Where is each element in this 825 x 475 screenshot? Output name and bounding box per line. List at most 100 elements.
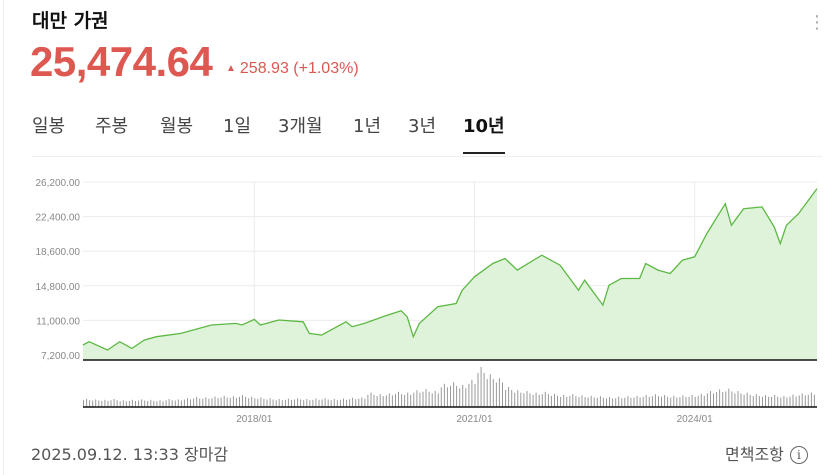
volume-bar (138, 400, 140, 407)
volume-bar (303, 400, 305, 407)
volume-bar (557, 395, 558, 407)
tab-3m[interactable]: 3개월 (278, 116, 323, 137)
volume-bar (768, 396, 770, 407)
disclaimer-link[interactable]: 면책조항 i (725, 441, 808, 465)
volume-bar (187, 398, 188, 407)
volume-bar (312, 399, 314, 407)
tab-3y[interactable]: 3년 (408, 116, 437, 137)
volume-bar (471, 379, 473, 407)
tab-monthly[interactable]: 월봉 (160, 116, 194, 137)
volume-bar (122, 400, 124, 407)
timestamp: 2025.09.12. 13:33 장마감 (31, 445, 229, 464)
volume-bar (395, 394, 396, 407)
period-tabs: 일봉 주봉 월봉 1일 3개월 1년 3년 10년 (0, 108, 825, 156)
volume-bar (602, 397, 604, 407)
x-tick-label: 2024/01 (677, 414, 714, 425)
volume-bar (752, 396, 754, 407)
y-tick-label: 7,200.00 (41, 351, 80, 362)
tab-weekly[interactable]: 주봉 (95, 116, 129, 137)
volume-bar (749, 394, 751, 407)
volume-bar (651, 396, 653, 407)
volume-bar (771, 396, 773, 407)
x-tick-label: 2018/01 (236, 414, 273, 425)
volume-bar (783, 395, 785, 407)
volume-bar (226, 397, 228, 407)
volume-bar (199, 398, 201, 407)
volume-bar (98, 400, 100, 407)
volume-bar (229, 397, 231, 407)
volume-bar (795, 396, 797, 407)
volume-bar (511, 390, 513, 407)
volume-bar (746, 392, 748, 407)
volume-bar (606, 398, 607, 407)
volume-bar (810, 392, 812, 407)
volume-bar (404, 394, 406, 407)
volume-bar (630, 397, 632, 407)
volume-bar (798, 395, 800, 407)
kebab-menu-icon[interactable]: ⋮ (808, 12, 825, 33)
volume-bar (162, 401, 164, 407)
volume-bar (416, 390, 418, 407)
volume-bar (609, 397, 610, 407)
volume-bar (266, 399, 268, 407)
volume-bar (731, 391, 733, 407)
volume-bar (104, 399, 106, 407)
volume-bar (349, 399, 351, 407)
tab-1d[interactable]: 1일 (223, 116, 252, 137)
disclaimer-label: 면책조항 (725, 445, 784, 464)
volume-bar (398, 391, 399, 407)
volume-bar (260, 397, 262, 407)
price-change: ▲ 258.93 (+1.03%) (226, 60, 359, 78)
info-icon: i (789, 446, 808, 464)
volume-bar (593, 397, 595, 407)
volume-bar (633, 397, 635, 407)
volume-bar (654, 394, 656, 407)
volume-bar (318, 399, 320, 407)
volume-bar (664, 395, 666, 407)
volume-bar (248, 398, 250, 407)
volume-bar (95, 399, 97, 407)
index-title: 대만 가권 (32, 10, 109, 32)
volume-bar (486, 379, 488, 407)
volume-bar (281, 400, 283, 407)
volume-bar (676, 397, 678, 407)
volume-bar (719, 389, 721, 407)
volume-bar (422, 391, 424, 407)
tab-1y[interactable]: 1년 (353, 116, 382, 137)
volume-bar (520, 392, 522, 407)
price-line (82, 188, 818, 351)
volume-bar (498, 378, 500, 407)
volume-bar (440, 387, 442, 407)
volume-bar (682, 395, 684, 407)
tab-daily[interactable]: 일봉 (32, 116, 66, 137)
volume-bar (428, 391, 430, 407)
tab-10y[interactable]: 10년 (463, 112, 505, 154)
volume-bar (153, 400, 155, 407)
y-tick-label: 22,400.00 (36, 213, 81, 224)
volume-bar (541, 394, 543, 407)
volume-bar (716, 392, 718, 407)
volume-bar (762, 396, 763, 407)
y-tick-label: 11,000.00 (36, 316, 80, 327)
volume-bar (119, 401, 121, 407)
volume-bar (443, 383, 445, 407)
volume-bar (327, 399, 329, 407)
volume-bar (758, 396, 760, 407)
volume-bar (141, 399, 143, 407)
volume-bar (364, 398, 366, 407)
volume-bar (691, 395, 693, 407)
volume-bar (287, 398, 289, 407)
volume-bar (315, 398, 317, 407)
volume-bar (446, 387, 448, 407)
volume-bar (113, 399, 115, 407)
volume-bar (343, 398, 344, 407)
volume-bar (159, 400, 161, 407)
volume-bar (217, 398, 219, 407)
y-tick-label: 14,800.00 (36, 282, 81, 293)
volume-bar (774, 395, 776, 407)
price-chart[interactable]: 26,200.00 22,400.00 18,600.00 14,800.00 11,0… (0, 170, 825, 430)
volume-bar (792, 394, 794, 407)
volume-bar (569, 396, 571, 407)
volume-bar (661, 396, 662, 407)
volume-bar (755, 394, 757, 407)
